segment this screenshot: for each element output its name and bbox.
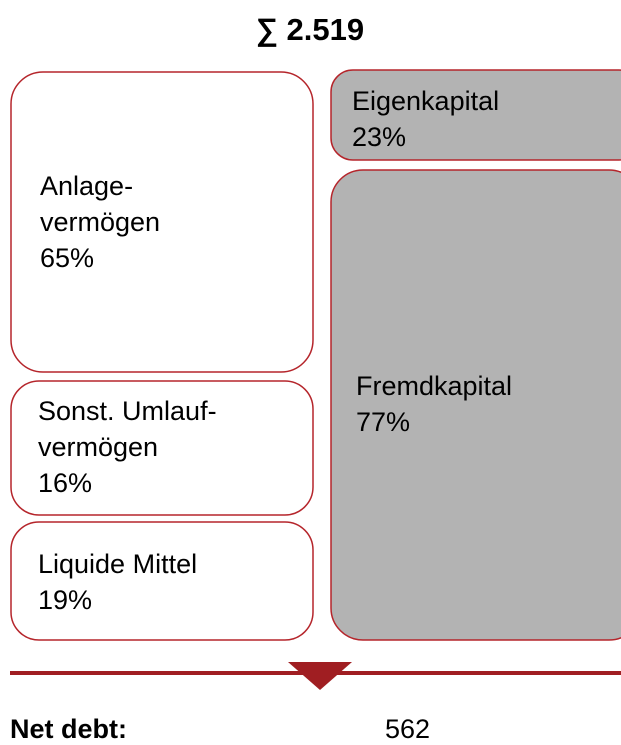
liability-box (330, 69, 621, 161)
net-debt-label: Net debt: (10, 714, 127, 744)
box-label: Fremdkapital (356, 371, 512, 401)
box-share: 19% (38, 585, 92, 615)
box-share: 65% (40, 243, 94, 273)
asset-box (10, 71, 314, 373)
net-debt-value: 562 (385, 714, 430, 744)
box-label: vermögen (38, 432, 158, 462)
box-label: Liquide Mittel (38, 549, 197, 579)
box-label: Anlage- (40, 171, 133, 201)
asset-box (10, 521, 314, 641)
asset-box (10, 380, 314, 516)
box-label: Eigenkapital (352, 86, 499, 116)
box-label: vermögen (40, 207, 160, 237)
box-share: 23% (352, 122, 406, 152)
box-label: Sonst. Umlauf- (38, 396, 217, 426)
liability-box (330, 169, 621, 641)
divider-arrow (288, 662, 352, 690)
box-share: 16% (38, 468, 92, 498)
box-share: 77% (356, 407, 410, 437)
title: ∑ 2.519 (256, 12, 364, 47)
